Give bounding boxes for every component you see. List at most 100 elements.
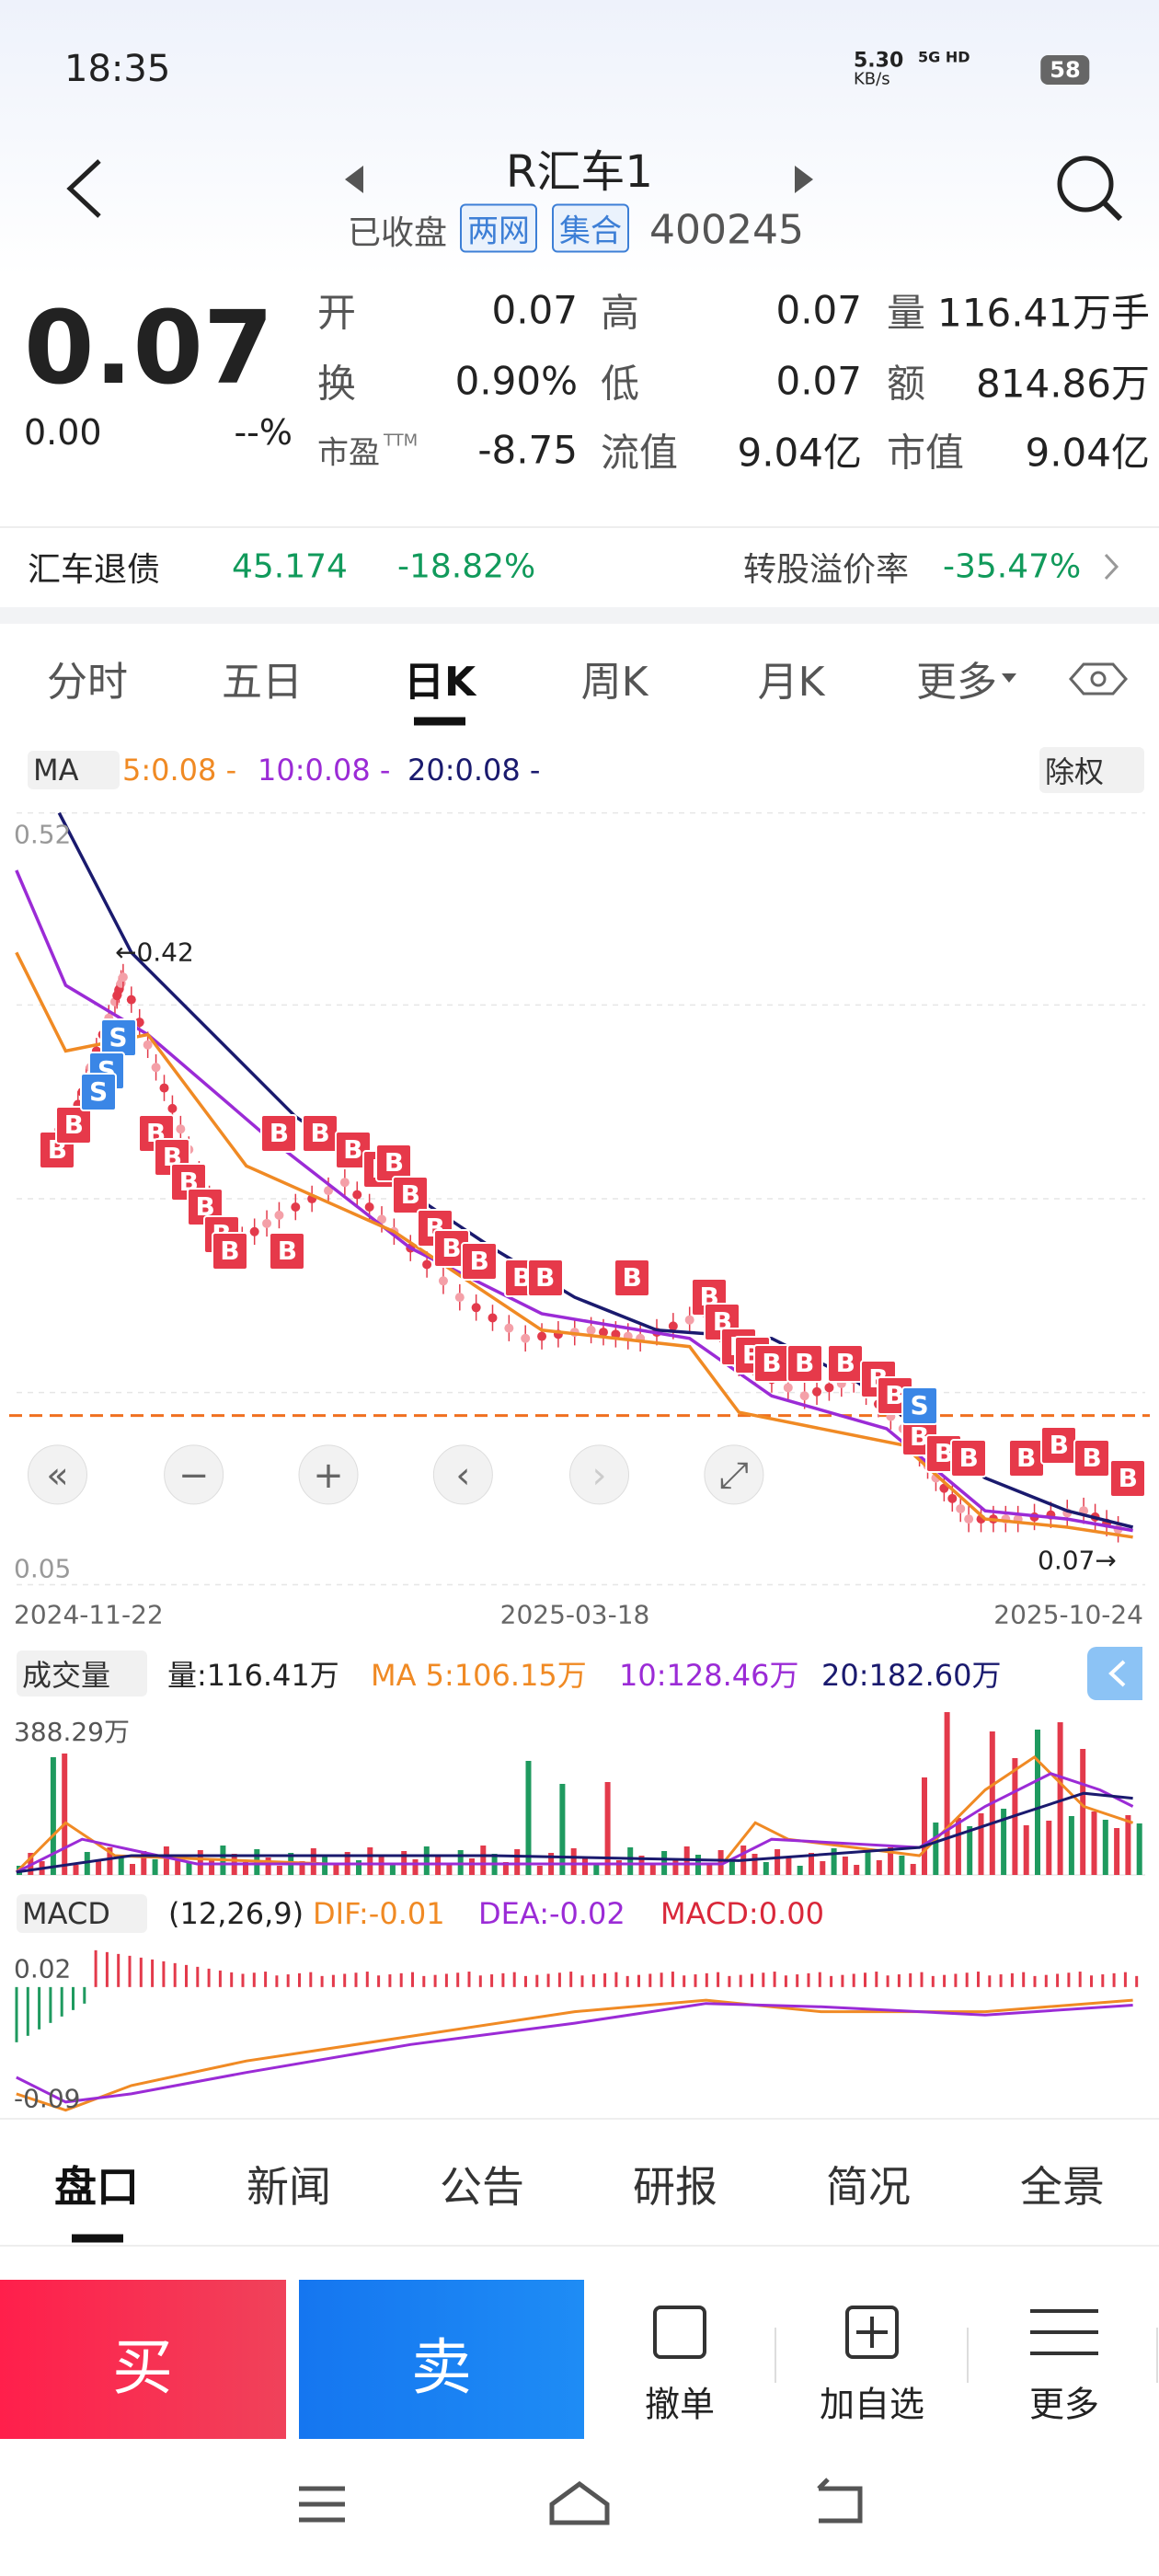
bottom-tab[interactable]: 研报 bbox=[633, 2162, 717, 2212]
trade-marker: B bbox=[1007, 1439, 1045, 1478]
volume-bar bbox=[876, 1860, 882, 1875]
network: 5G HD bbox=[918, 48, 970, 66]
candle bbox=[537, 1331, 547, 1341]
sell-label[interactable]: 卖 bbox=[411, 2332, 472, 2403]
candle bbox=[291, 1202, 301, 1212]
change-pct: --% bbox=[234, 412, 293, 453]
field-label: 低 bbox=[601, 361, 640, 407]
settings-dot bbox=[1090, 671, 1107, 687]
vol-ma5: MA 5:106.15万 bbox=[371, 1658, 587, 1693]
bottom-tab[interactable]: 简况 bbox=[826, 2162, 911, 2212]
candle bbox=[799, 1391, 809, 1401]
volume-bar bbox=[1035, 1730, 1040, 1875]
tab[interactable]: 周K bbox=[580, 659, 648, 706]
candle bbox=[956, 1503, 966, 1513]
volume-bar bbox=[763, 1862, 769, 1875]
volume-bar bbox=[276, 1866, 282, 1875]
back-icon bbox=[66, 159, 101, 218]
change: 0.00 bbox=[24, 412, 102, 453]
volume-bar bbox=[209, 1858, 215, 1875]
tab[interactable]: 日K bbox=[403, 659, 476, 706]
trade-marker: B bbox=[1109, 1458, 1147, 1498]
control-icon: ⤢ bbox=[719, 1455, 749, 1497]
search-handle bbox=[1101, 200, 1123, 222]
field-value: 0.90% bbox=[454, 358, 578, 404]
field-value: 814.86万 bbox=[976, 361, 1150, 407]
field-label: 开 bbox=[317, 290, 357, 336]
bottom-tab[interactable]: 盘口 bbox=[54, 2162, 139, 2212]
volume-bar bbox=[570, 1848, 577, 1875]
indicator[interactable]: MA bbox=[28, 751, 120, 789]
adjust[interactable]: 除权 bbox=[1039, 747, 1145, 793]
field-label: 市盈 bbox=[317, 434, 380, 472]
volume-bar bbox=[910, 1864, 916, 1875]
date: 2024-11-22 bbox=[14, 1599, 164, 1630]
candle bbox=[118, 972, 128, 983]
action-label[interactable]: 加自选 bbox=[819, 2384, 925, 2425]
control-button bbox=[27, 1444, 87, 1505]
candle bbox=[324, 1186, 333, 1196]
icon-add bbox=[845, 2306, 899, 2359]
field-label: 换 bbox=[317, 361, 357, 407]
code: 400245 bbox=[649, 206, 804, 254]
volume-bar bbox=[536, 1866, 543, 1875]
volume-bar bbox=[582, 1857, 588, 1875]
candle bbox=[422, 1259, 432, 1270]
date: 2025-03-18 bbox=[499, 1599, 650, 1630]
volume-bar bbox=[842, 1857, 848, 1875]
volume-bar bbox=[593, 1865, 600, 1875]
trade-marker: S bbox=[901, 1386, 938, 1425]
volume-bar bbox=[1102, 1820, 1108, 1875]
speed-unit: KB/s bbox=[854, 69, 890, 89]
field-value: -8.75 bbox=[477, 427, 578, 473]
volume-bar bbox=[152, 1859, 158, 1875]
trade-marker: B bbox=[876, 1376, 913, 1416]
candle bbox=[488, 1313, 498, 1323]
field-value: 116.41万手 bbox=[937, 290, 1150, 336]
tab[interactable]: 五日 bbox=[222, 659, 303, 706]
field-value: 9.04亿 bbox=[1025, 430, 1150, 476]
volume-bar bbox=[1068, 1816, 1074, 1875]
icon-plus bbox=[856, 2317, 888, 2348]
volume-bar bbox=[62, 1754, 68, 1875]
dif bbox=[16, 1998, 1133, 2112]
tab[interactable]: 月K bbox=[757, 659, 825, 706]
vol-ma10: 10:128.46万 bbox=[619, 1658, 799, 1693]
y-top: 0.52 bbox=[14, 819, 72, 850]
status: 已收盘 bbox=[348, 214, 448, 252]
volume-bar bbox=[922, 1777, 927, 1875]
buy-label[interactable]: 买 bbox=[112, 2332, 173, 2403]
prev-icon bbox=[345, 166, 363, 193]
trade-marker: B bbox=[614, 1258, 651, 1297]
trade-marker: B bbox=[1073, 1439, 1111, 1478]
title: R汇车1 bbox=[506, 146, 653, 198]
chevron bbox=[1104, 553, 1119, 581]
volume-bar bbox=[96, 1860, 102, 1875]
bottom-tab[interactable]: 公告 bbox=[440, 2162, 524, 2212]
vol-ma5 bbox=[15, 1754, 1134, 1873]
bottom-tab[interactable]: 新闻 bbox=[247, 2162, 331, 2212]
volume-toggle-arrow bbox=[1108, 1660, 1126, 1687]
volume-bar bbox=[854, 1865, 860, 1875]
field-value: 9.04亿 bbox=[737, 430, 862, 476]
vol-ma20: 20:182.60万 bbox=[821, 1658, 1002, 1693]
volume-bar bbox=[1001, 1809, 1007, 1875]
volume-toggle bbox=[1087, 1647, 1142, 1700]
volume-bar bbox=[389, 1864, 396, 1875]
volume-label[interactable]: 成交量 bbox=[17, 1650, 148, 1696]
action-label[interactable]: 更多 bbox=[1028, 2384, 1100, 2425]
buy-button[interactable] bbox=[0, 2280, 286, 2439]
sell-button[interactable] bbox=[299, 2280, 584, 2439]
tab[interactable]: 更多 bbox=[916, 659, 997, 706]
volume-bar bbox=[604, 1782, 611, 1875]
candle bbox=[262, 1218, 272, 1228]
candle bbox=[504, 1323, 514, 1333]
settings-icon bbox=[1069, 662, 1128, 696]
tab[interactable]: 分时 bbox=[47, 659, 128, 706]
volume-bar bbox=[1136, 1823, 1142, 1875]
macd-label[interactable]: MACD bbox=[17, 1894, 147, 1933]
bottom-tab[interactable]: 全景 bbox=[1020, 2162, 1105, 2212]
action-label[interactable]: 撤单 bbox=[644, 2384, 716, 2425]
ma10: 10:0.08 - bbox=[258, 753, 391, 788]
